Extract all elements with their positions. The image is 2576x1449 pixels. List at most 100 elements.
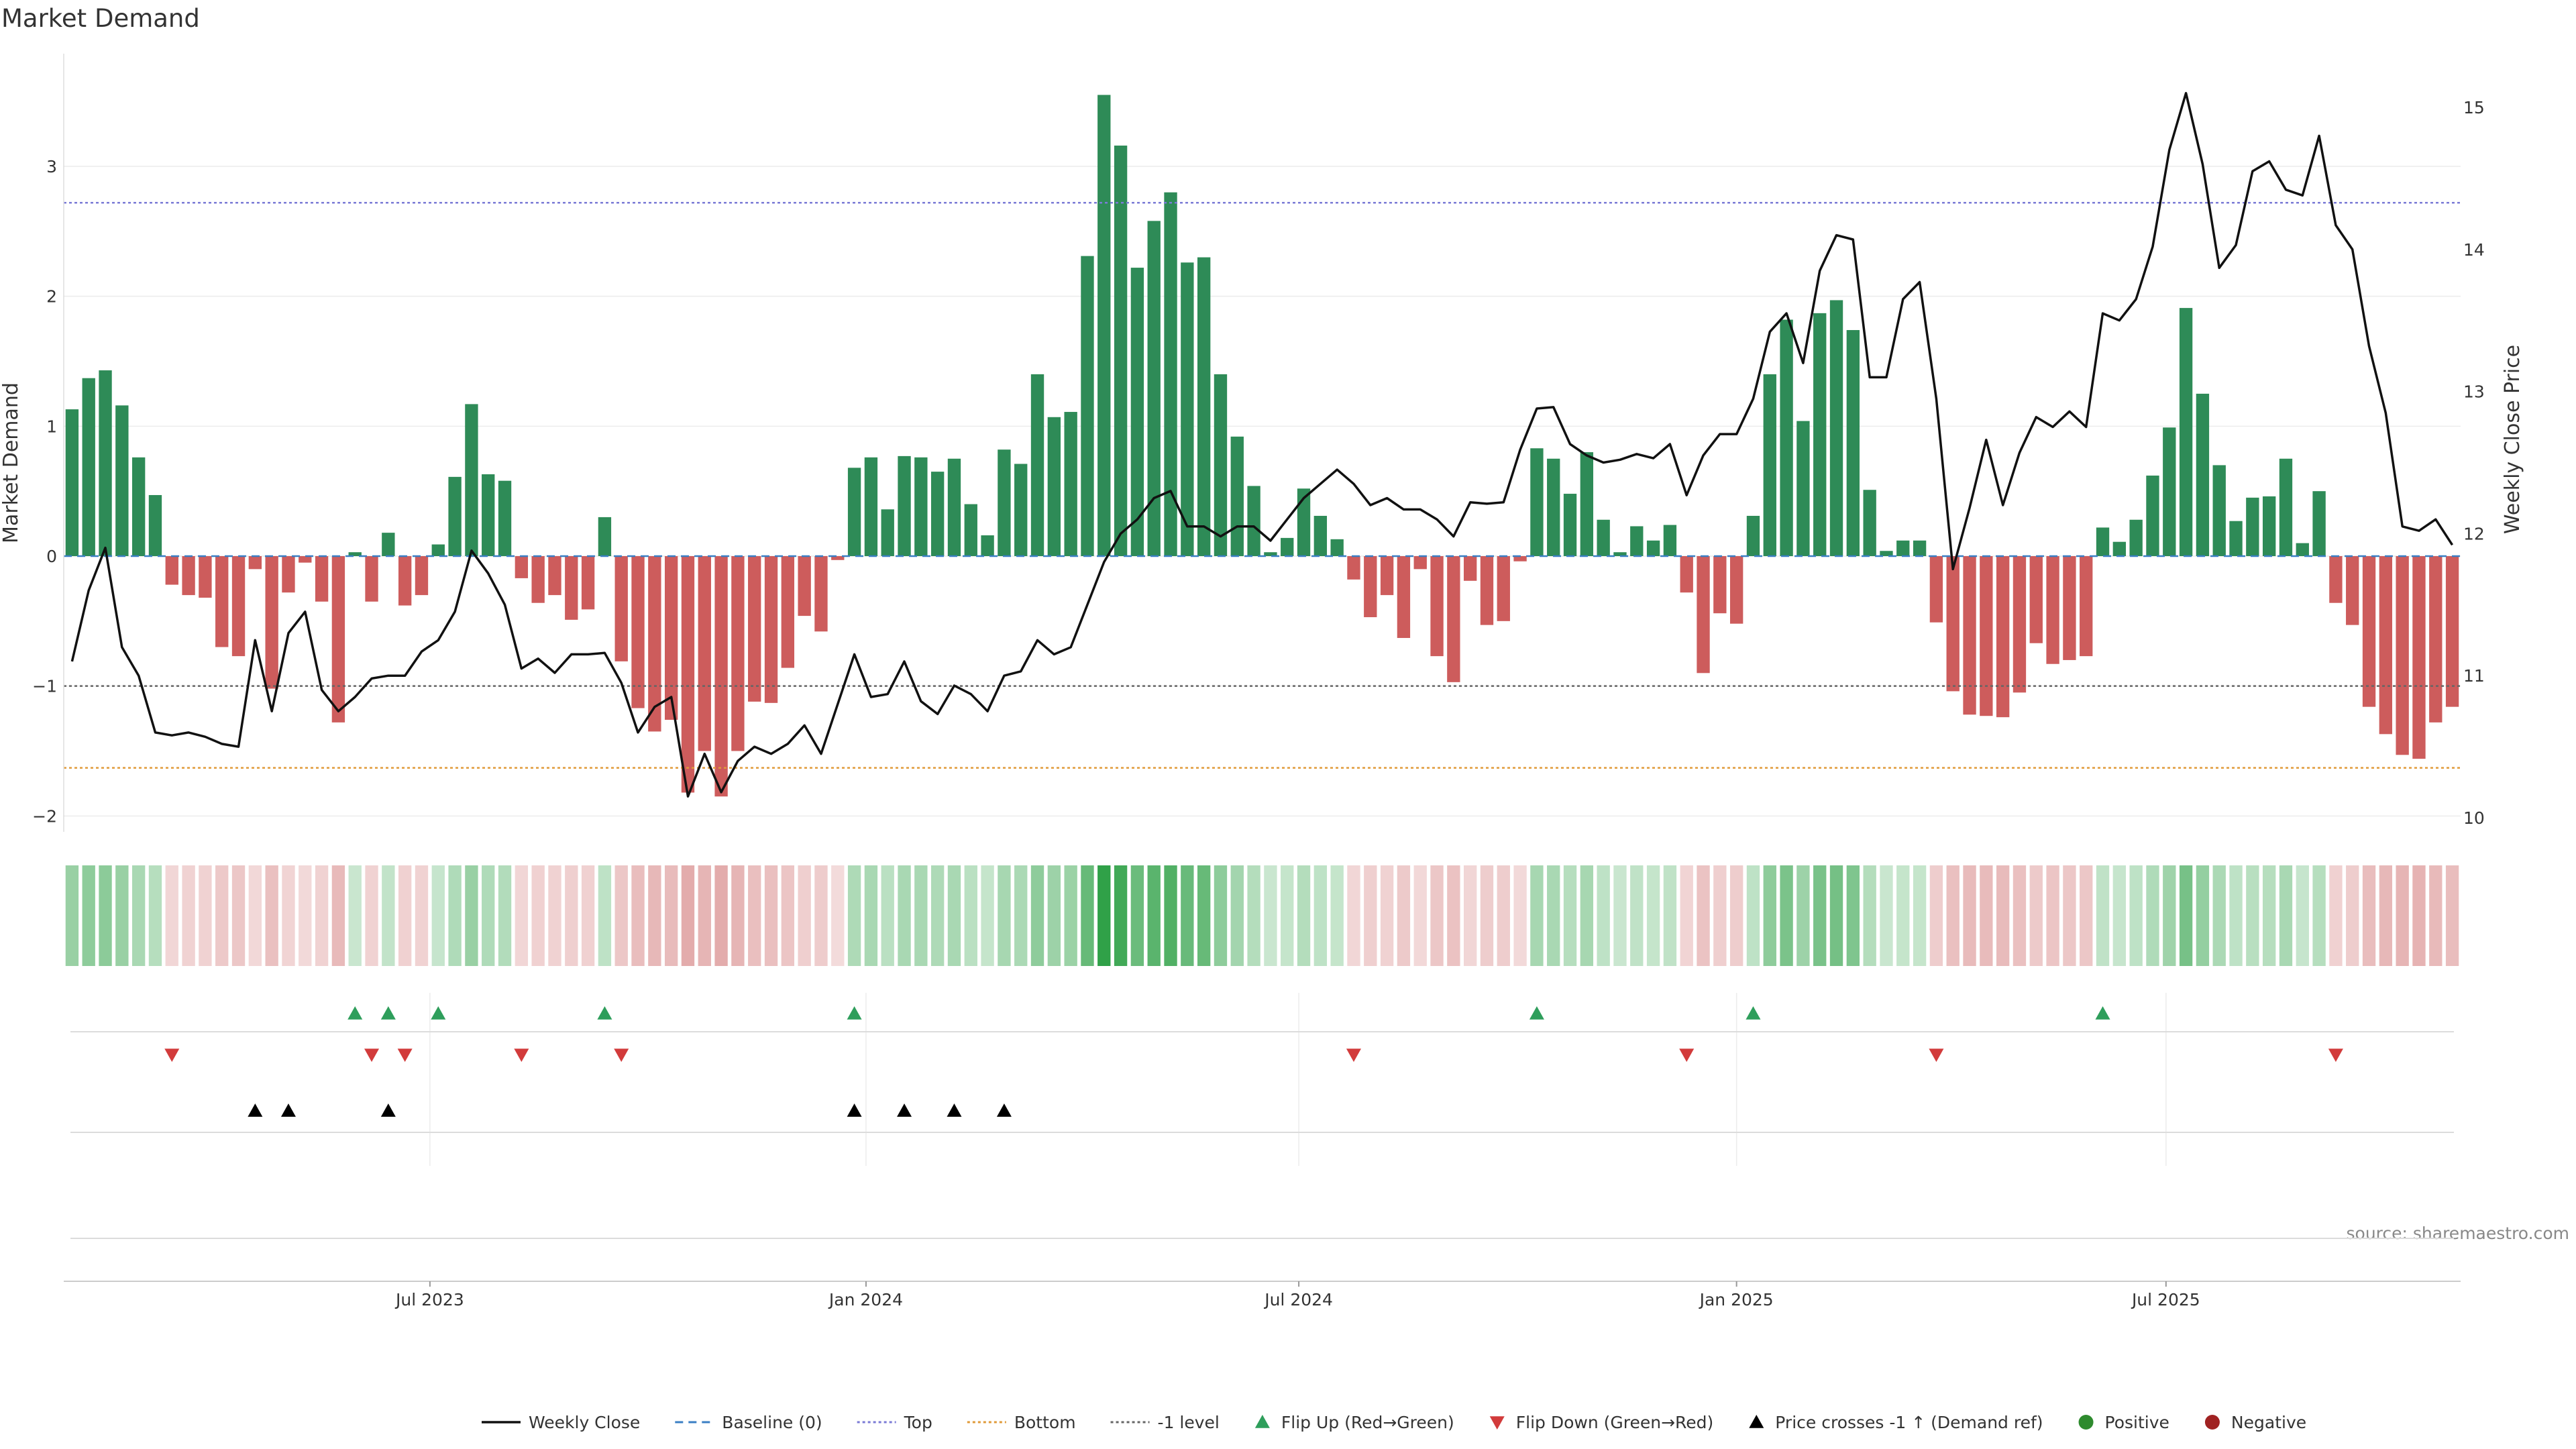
heat-cell: [1014, 865, 1028, 966]
heat-cell: [1114, 865, 1128, 966]
heat-cell: [2063, 865, 2076, 966]
heat-cell: [265, 865, 278, 966]
heat-cell: [482, 865, 495, 966]
demand-bar-positive: [482, 474, 495, 556]
demand-bar-positive: [1147, 221, 1161, 556]
x-tick-label: Jul 2024: [1263, 1290, 1333, 1309]
demand-bar-negative: [365, 556, 378, 602]
price-cross-marker: [280, 1104, 296, 1117]
heat-cell: [1880, 865, 1893, 966]
demand-bar-positive: [847, 468, 861, 556]
demand-bar-negative: [1347, 556, 1360, 580]
heat-cell: [2412, 865, 2426, 966]
price-cross-marker: [897, 1104, 912, 1117]
heat-cell: [1729, 865, 1743, 966]
heat-cell: [881, 865, 894, 966]
heat-cell: [231, 865, 246, 966]
heat-cell: [65, 865, 79, 966]
heat-cell: [1963, 865, 1976, 966]
demand-bar-positive: [981, 535, 994, 556]
heat-cell: [315, 865, 329, 966]
heat-cell: [2129, 865, 2143, 966]
x-tick-label: Jan 2025: [1699, 1290, 1774, 1309]
demand-bar-positive: [1746, 515, 1760, 556]
heat-cell: [1513, 865, 1527, 966]
heat-cell: [1746, 865, 1760, 966]
heat-cell: [1680, 865, 1693, 966]
flip-up-marker: [431, 1006, 446, 1020]
demand-bar-negative: [1463, 556, 1477, 581]
demand-bar-negative: [165, 556, 178, 585]
demand-bar-negative: [1364, 556, 1377, 618]
heat-cell: [1646, 865, 1660, 966]
legend-label: Price crosses -1 ↑ (Demand ref): [1775, 1413, 2043, 1432]
demand-bar-negative: [331, 556, 345, 722]
demand-bar-positive: [1796, 421, 1810, 556]
flip-down-marker: [614, 1049, 629, 1062]
heat-cell: [1064, 865, 1077, 966]
price-cross-marker: [996, 1104, 1012, 1117]
demand-bar-negative: [1480, 556, 1494, 625]
heat-cell: [2246, 865, 2259, 966]
y-axis-label-left: Market Demand: [0, 382, 23, 543]
heat-cell: [2329, 865, 2343, 966]
demand-bar-negative: [398, 556, 412, 606]
heat-cell: [1929, 865, 1943, 966]
heat-cell: [365, 865, 378, 966]
heat-cell: [1330, 865, 1344, 966]
demand-bar-negative: [231, 556, 246, 657]
heat-cell: [1030, 865, 1044, 966]
heat-cell: [748, 865, 761, 966]
demand-bar-negative: [814, 556, 828, 632]
demand-bar-negative: [199, 556, 212, 598]
heat-cell: [2312, 865, 2326, 966]
heat-cell: [415, 865, 429, 966]
demand-bar-negative: [565, 556, 578, 620]
heat-cell: [2012, 865, 2027, 966]
demand-bar-positive: [2112, 541, 2127, 556]
price-cross-marker: [947, 1104, 962, 1117]
heat-cell: [1663, 865, 1677, 966]
heat-cell: [148, 865, 162, 966]
flip-up-marker: [1746, 1006, 1761, 1020]
heat-cell: [282, 865, 295, 966]
demand-bar-positive: [2246, 497, 2259, 556]
legend-label: Baseline (0): [722, 1413, 822, 1432]
heat-cell: [1597, 865, 1610, 966]
demand-bar-positive: [382, 533, 395, 556]
heat-cell: [1430, 865, 1444, 966]
heat-cell: [1613, 865, 1627, 966]
demand-bar-positive: [2212, 465, 2226, 556]
demand-bar-negative: [781, 556, 795, 668]
price-cross-marker: [847, 1104, 862, 1117]
heat-cell: [930, 865, 945, 966]
demand-bar-positive: [1114, 146, 1128, 557]
heat-cell: [299, 865, 312, 966]
heat-cell: [1364, 865, 1377, 966]
demand-bar-negative: [515, 556, 529, 578]
heat-cell: [1863, 865, 1876, 966]
demand-bar-negative: [2346, 556, 2359, 625]
demand-bar-positive: [1580, 452, 1594, 556]
demand-bar-positive: [1097, 95, 1111, 556]
heat-cell: [898, 865, 911, 966]
demand-bar-negative: [182, 556, 195, 596]
demand-bar-positive: [1597, 519, 1610, 556]
price-cross-marker: [380, 1104, 396, 1117]
heat-cell: [1130, 865, 1144, 966]
heat-cell: [2112, 865, 2127, 966]
demand-bar-negative: [415, 556, 429, 596]
demand-bar-positive: [465, 404, 478, 556]
demand-bar-negative: [1447, 556, 1460, 682]
legend-label: -1 level: [1158, 1413, 1220, 1432]
flip-up-marker: [380, 1006, 396, 1020]
heat-cell: [2080, 865, 2093, 966]
demand-bar-negative: [1980, 556, 1993, 716]
demand-bar-positive: [998, 449, 1011, 556]
y-tick-left: 0: [46, 547, 57, 566]
demand-bar-negative: [664, 556, 678, 720]
heat-cell: [1763, 865, 1776, 966]
demand-bar-positive: [2262, 496, 2276, 556]
heat-cell: [1980, 865, 1993, 966]
flip-down-marker: [164, 1049, 180, 1062]
